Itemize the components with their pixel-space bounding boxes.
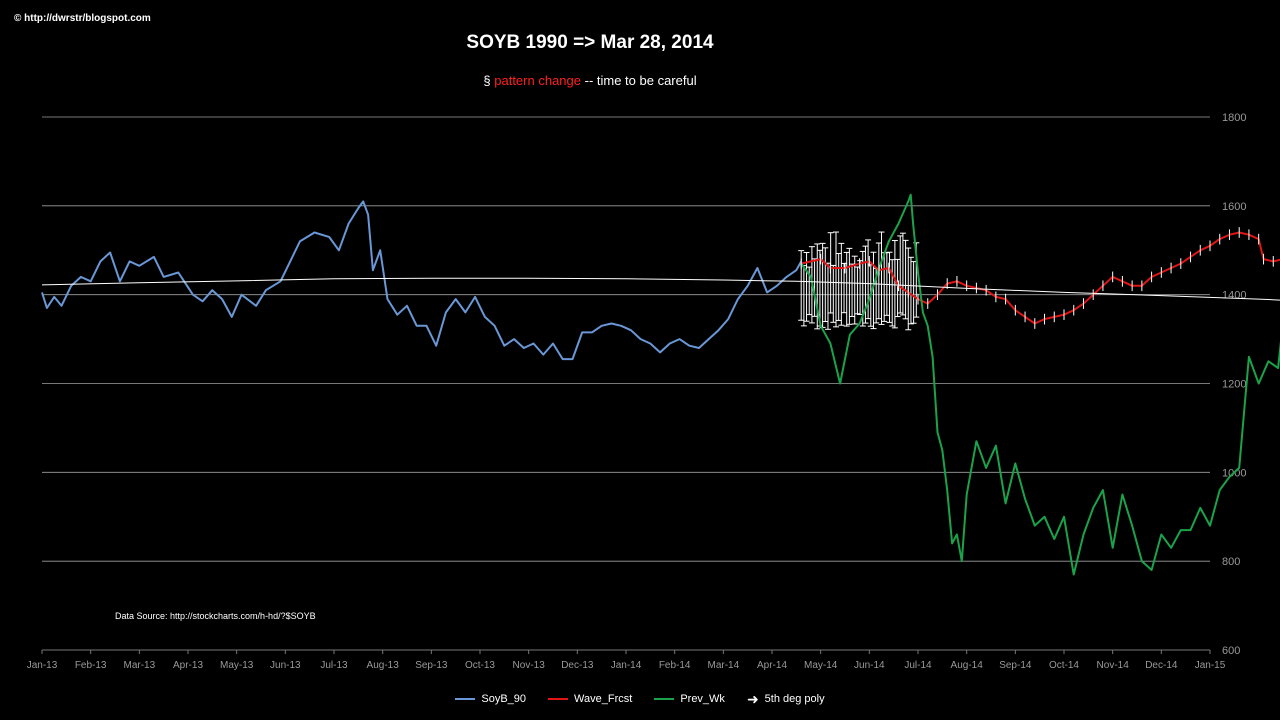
legend-swatch-soyb [455,698,476,700]
x-tick-label: Nov-13 [513,660,546,671]
x-tick-label: Sep-13 [415,660,448,671]
y-tick-label: 1600 [1222,201,1246,213]
x-tick-label: Aug-13 [367,660,400,671]
chart-subtitle: § pattern change -- time to be careful [0,73,1180,88]
x-tick-label: Sep-14 [999,660,1032,671]
legend-swatch-wave [548,698,569,700]
legend-label-prev: Prev_Wk [680,693,725,705]
x-tick-label: Jul-13 [320,660,348,671]
y-tick-label: 1400 [1222,290,1246,302]
y-tick-label: 1800 [1222,112,1246,124]
x-tick-label: Jan-13 [27,660,58,671]
legend-item-prev: Prev_Wk [654,693,725,705]
legend-swatch-prev [654,698,675,700]
x-tick-label: Mar-13 [123,660,155,671]
y-tick-label: 1200 [1222,379,1246,391]
x-tick-label: Oct-13 [465,660,495,671]
x-tick-label: Jul-14 [904,660,932,671]
x-tick-label: Dec-13 [561,660,594,671]
legend-label-soyb: SoyB_90 [481,693,527,705]
x-tick-label: Aug-14 [951,660,984,671]
copyright-note: © http://dwrstr/blogspot.com [14,13,151,24]
x-tick-label: May-13 [220,660,254,671]
x-tick-label: Mar-14 [707,660,739,671]
x-tick-label: Apr-13 [173,660,203,671]
x-tick-label: Dec-14 [1145,660,1178,671]
x-tick-label: Nov-14 [1097,660,1130,671]
x-tick-label: Apr-14 [757,660,787,671]
x-tick-label: May-14 [804,660,838,671]
subtitle-highlight: pattern change [494,73,581,88]
subtitle-rest: -- time to be careful [584,73,697,88]
legend: SoyB_90 Wave_Frcst Prev_Wk ➜ 5th deg pol… [0,690,1280,707]
legend-label-poly: 5th deg poly [764,693,825,705]
subtitle-prefix: § [483,73,491,88]
x-tick-label: Jan-15 [1195,660,1226,671]
series-line-prev-wk [800,193,1280,576]
legend-label-wave: Wave_Frcst [574,693,633,705]
x-tick-label: Jun-13 [270,660,301,671]
legend-item-soyb: SoyB_90 [455,693,526,705]
chart-title: SOYB 1990 => Mar 28, 2014 [466,32,714,53]
arrow-right-icon: ➜ [746,690,759,707]
x-tick-label: Jun-14 [854,660,885,671]
series-line-soyb [41,200,803,361]
y-tick-label: 600 [1222,645,1240,657]
x-tick-label: Feb-13 [75,660,107,671]
series-line-5th-deg-poly [41,277,1280,301]
legend-item-poly: ➜ 5th deg poly [746,690,825,707]
x-tick-label: Oct-14 [1049,660,1079,671]
x-tick-label: Feb-14 [659,660,691,671]
data-source-note: Data Source: http://stockcharts.com/h-hd… [115,611,316,621]
y-tick-label: 800 [1222,556,1240,568]
x-tick-label: Jan-14 [611,660,642,671]
legend-item-wave: Wave_Frcst [548,693,632,705]
